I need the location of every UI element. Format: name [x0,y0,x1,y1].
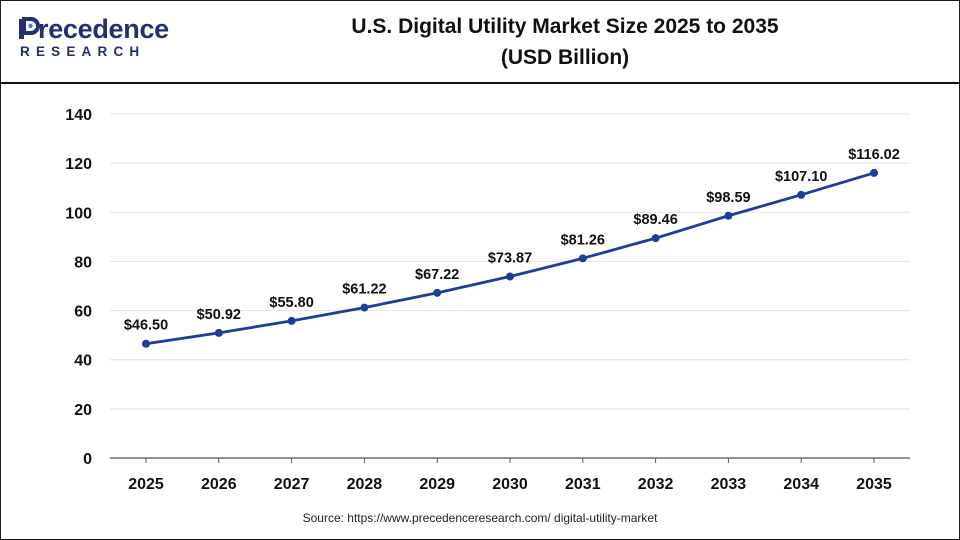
series-line-group [142,168,878,348]
x-axis: 2025 2026 2027 2028 2029 2030 2031 2032 2033 2034… [110,457,910,493]
data-label-2030: $73.87 [488,250,532,266]
x-tick-label-2034: 2034 [783,476,819,493]
data-label-2034: $107.10 [775,169,827,185]
data-point-2029 [433,288,442,297]
data-point-2025 [142,339,150,348]
data-label-2027: $55.80 [269,295,313,311]
data-label-2033: $98.59 [706,190,750,206]
data-point-2030 [506,272,514,281]
x-tick-label-2028: 2028 [347,476,383,493]
y-tick-label-140: 140 [65,107,92,124]
data-label-2025: $46.50 [124,318,168,334]
x-tick-label-2025: 2025 [128,476,164,493]
data-point-2033 [724,211,733,220]
y-tick-label-0: 0 [83,451,92,468]
logo-name-bottom: RESEARCH [20,44,146,59]
x-tick-label-2026: 2026 [201,476,237,493]
data-label-2026: $50.92 [197,307,241,323]
y-tick-label-100: 100 [65,205,92,222]
header: recedence RESEARCH U.S. Digital Utility … [0,0,960,84]
x-tick-label-2029: 2029 [419,476,455,493]
data-point-2026 [214,328,223,337]
y-tick-label-20: 20 [74,402,92,419]
y-tick-label-120: 120 [65,156,92,173]
precedence-research-logo: recedence RESEARCH [18,14,169,64]
y-tick-label-40: 40 [74,353,92,370]
data-label-2031: $81.26 [561,232,605,248]
source-note: Source: https://www.precedenceresearch.c… [302,511,658,525]
data-label-2029: $67.22 [415,267,459,283]
x-tick-label-2030: 2030 [492,476,528,493]
data-label-2032: $89.46 [633,212,677,228]
grid-lines [110,113,910,410]
data-point-2027 [287,316,296,325]
logo-p-mark-icon [19,17,40,39]
x-tick-label-2031: 2031 [565,476,601,493]
data-labels: $46.50 $50.92 $55.80 $61.22 $67.22 $73.87 $81.… [124,147,900,334]
data-point-2035 [870,168,878,177]
data-point-2031 [578,254,587,263]
data-point-2028 [360,303,369,312]
y-axis: 0 20 40 60 80 100 120 140 [65,107,92,468]
x-tick-label-2035: 2035 [856,476,892,493]
y-tick-label-80: 80 [74,254,92,271]
y-tick-label-60: 60 [74,304,92,321]
data-label-2028: $61.22 [342,282,386,298]
x-tick-label-2032: 2032 [638,476,674,493]
chart-title: U.S. Digital Utility Market Size 2025 to… [351,15,779,38]
data-point-2032 [651,234,660,243]
x-tick-label-2027: 2027 [274,476,310,493]
x-tick-label-2033: 2033 [711,476,747,493]
chart-subtitle: (USD Billion) [500,46,630,69]
data-point-2034 [797,190,806,199]
logo-name-top: recedence [38,14,169,44]
data-label-2035: $116.02 [848,147,900,163]
